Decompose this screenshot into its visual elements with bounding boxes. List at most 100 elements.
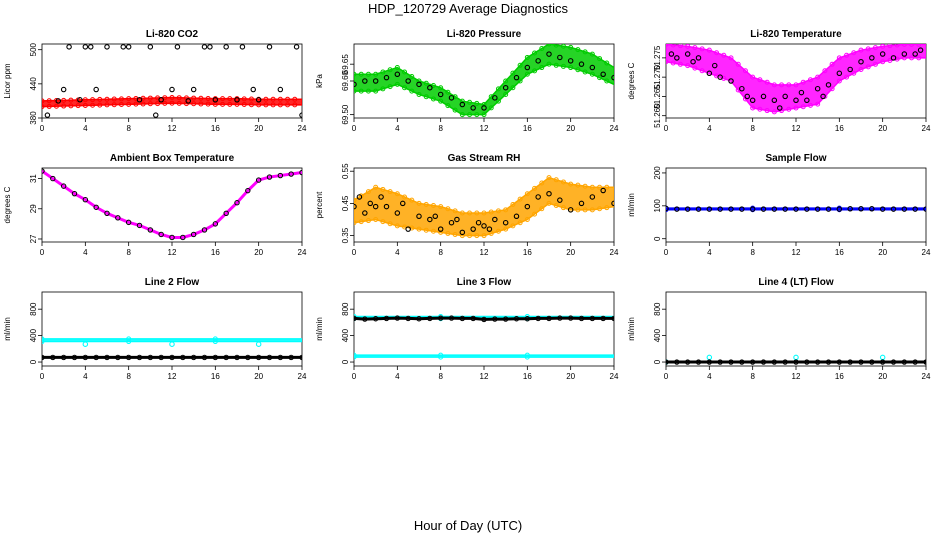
data-point xyxy=(378,194,384,200)
band-point xyxy=(714,50,720,56)
data-point xyxy=(901,206,908,212)
figure-title: HDP_120729 Average Diagnostics xyxy=(368,1,568,16)
data-point xyxy=(416,213,422,220)
data-point xyxy=(299,354,302,361)
band-point xyxy=(786,106,792,112)
band-point xyxy=(61,103,67,109)
x-tick-label: 12 xyxy=(792,372,801,381)
data-point xyxy=(223,44,229,50)
band-point xyxy=(68,97,74,103)
y-axis-label: ml/min xyxy=(315,317,324,341)
panel-title: Ambient Box Temperature xyxy=(110,153,235,164)
panel-title: Line 4 (LT) Flow xyxy=(758,277,834,288)
band-point xyxy=(459,98,465,104)
band-point xyxy=(147,95,153,101)
data-point xyxy=(354,203,357,210)
band-point xyxy=(445,89,451,95)
data-point xyxy=(695,206,702,212)
x-tick-label: 12 xyxy=(168,124,177,133)
band-point xyxy=(597,206,603,212)
data-point xyxy=(454,216,460,223)
band-point xyxy=(205,95,211,101)
data-point xyxy=(798,89,805,96)
band-point xyxy=(880,44,886,49)
data-point xyxy=(486,226,493,232)
data-point xyxy=(793,354,799,361)
band-point xyxy=(575,207,581,213)
data-point xyxy=(42,354,45,361)
data-point xyxy=(153,112,159,118)
y-tick-label: 440 xyxy=(29,77,38,91)
data-point xyxy=(728,359,734,365)
data-point xyxy=(400,200,406,207)
data-point xyxy=(524,316,531,322)
data-point xyxy=(858,206,864,212)
band-point xyxy=(438,98,444,104)
y-axis-label: Licor ppm xyxy=(3,63,12,98)
band-point xyxy=(666,44,669,47)
band-point xyxy=(445,206,451,212)
band-point xyxy=(423,227,429,233)
data-point xyxy=(611,200,614,207)
band-point xyxy=(42,339,45,345)
y-axis-label: ml/min xyxy=(627,317,636,341)
chart-li820-temperature: Li-820 Temperature 0 4 8 12 16 20 24 51.26051.26… xyxy=(627,29,931,133)
x-tick-label: 0 xyxy=(352,248,357,257)
y-tick-label: 0.45 xyxy=(341,195,350,211)
data-point xyxy=(804,97,810,104)
data-point xyxy=(255,177,262,183)
band-point xyxy=(118,102,124,108)
data-point xyxy=(201,227,208,233)
band-point xyxy=(46,98,52,104)
series-band xyxy=(354,176,614,237)
band-point xyxy=(800,104,806,110)
data-point xyxy=(93,86,99,93)
data-point xyxy=(427,216,433,223)
band-point xyxy=(467,99,473,105)
band-point xyxy=(365,88,371,94)
x-tick-label: 12 xyxy=(168,248,177,257)
data-point xyxy=(245,187,251,194)
data-point xyxy=(136,222,143,229)
band-point xyxy=(416,200,422,206)
data-point xyxy=(600,187,606,194)
data-point xyxy=(104,354,110,361)
x-tick-label: 20 xyxy=(566,372,575,381)
data-point xyxy=(567,207,574,213)
band-point xyxy=(880,59,886,65)
band-point xyxy=(358,71,364,77)
band-point xyxy=(532,211,538,217)
band-point xyxy=(488,209,494,215)
band-point xyxy=(358,219,364,225)
data-point xyxy=(293,44,300,50)
y-axis-label: percent xyxy=(315,191,324,218)
y-tick-label: 69.60 xyxy=(341,70,350,91)
y-tick-label: 0.35 xyxy=(341,227,350,243)
band-point xyxy=(865,46,871,52)
band-point xyxy=(373,71,379,77)
data-point xyxy=(169,354,175,361)
band-point xyxy=(387,189,393,195)
x-tick-label: 12 xyxy=(792,124,801,133)
x-tick-label: 20 xyxy=(878,248,887,257)
band-point xyxy=(467,233,473,239)
series-line xyxy=(42,169,302,239)
x-tick-label: 8 xyxy=(750,124,755,133)
x-tick-label: 24 xyxy=(298,248,307,257)
band-point xyxy=(263,102,269,108)
data-point xyxy=(459,315,466,322)
band-point xyxy=(553,62,559,68)
band-point xyxy=(248,96,254,102)
band-point xyxy=(126,339,132,345)
band-point xyxy=(430,96,436,102)
band-point xyxy=(524,352,530,358)
band-point xyxy=(865,64,871,70)
data-point xyxy=(502,316,509,322)
band-point xyxy=(75,103,81,109)
band-point xyxy=(597,75,603,81)
band-point xyxy=(387,84,393,90)
data-point xyxy=(448,219,455,226)
data-point xyxy=(879,354,886,361)
data-point xyxy=(55,98,61,104)
band-point xyxy=(354,88,357,94)
